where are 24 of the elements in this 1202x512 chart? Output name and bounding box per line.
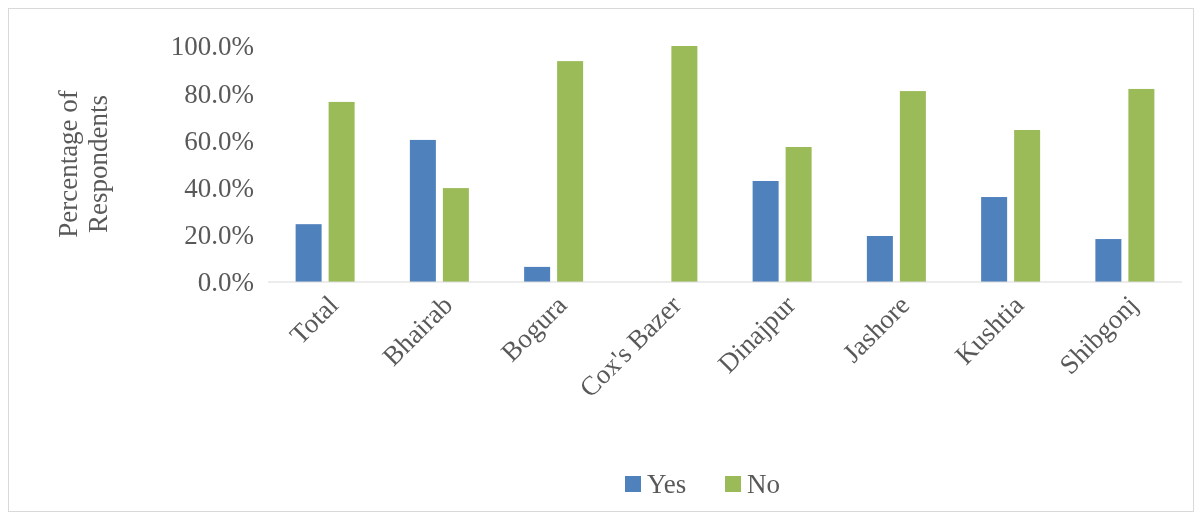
bar <box>1128 88 1155 282</box>
bar <box>981 197 1008 282</box>
bar <box>899 91 926 282</box>
bar <box>752 180 779 282</box>
bar <box>409 139 436 282</box>
y-tick-label: 40.0% <box>184 173 254 204</box>
bar <box>328 101 355 282</box>
y-tick-label: 60.0% <box>184 125 254 156</box>
bar <box>866 235 893 282</box>
y-tick-label: 0.0% <box>197 267 254 298</box>
bar <box>785 147 812 282</box>
bar <box>1095 239 1122 282</box>
legend-label: Yes <box>647 469 687 500</box>
bar <box>295 224 322 282</box>
bar <box>442 188 469 282</box>
bar <box>524 266 551 282</box>
bar <box>671 46 698 282</box>
y-tick-label: 20.0% <box>184 220 254 251</box>
legend-label: No <box>747 469 780 500</box>
y-tick-label: 80.0% <box>184 78 254 109</box>
bar <box>1014 130 1041 282</box>
y-axis-title: Percentage of Respondents <box>53 90 113 238</box>
y-tick-label: 100.0% <box>170 31 254 62</box>
bar <box>557 61 584 282</box>
